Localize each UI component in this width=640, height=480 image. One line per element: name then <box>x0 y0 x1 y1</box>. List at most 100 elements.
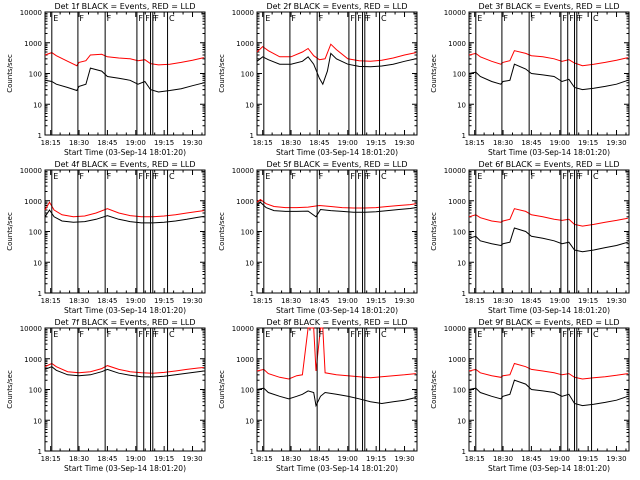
y-axis-label: Counts/sec <box>218 212 226 251</box>
x-tick-label: 18:15 <box>465 455 485 463</box>
y-axis-label: Counts/sec <box>430 54 438 93</box>
series-line <box>468 63 629 91</box>
x-tick-label: 19:15 <box>366 297 386 305</box>
series-line <box>468 208 628 227</box>
flag-label: F <box>154 172 159 181</box>
y-tick-label: 1000 <box>448 40 466 48</box>
flag-label: F <box>319 14 324 23</box>
x-tick-label: 19:00 <box>126 297 146 305</box>
flag-label: F <box>569 172 574 181</box>
chart-title: Det 1f BLACK = Events, RED = LLD <box>54 2 195 11</box>
plot-frame <box>44 11 206 136</box>
series-line <box>468 362 628 380</box>
y-tick-label: 10000 <box>20 9 42 17</box>
y-tick-label: 10 <box>245 417 254 425</box>
x-tick-label: 18:30 <box>69 297 89 305</box>
y-tick-label: 10000 <box>232 9 254 17</box>
x-tick-label: 19:00 <box>338 297 358 305</box>
plot-frame <box>468 11 630 136</box>
series-line <box>256 198 416 209</box>
x-tick-label: 19:15 <box>154 297 174 305</box>
x-tick-label: 19:15 <box>578 139 598 147</box>
flag-label: F <box>503 330 508 339</box>
flag-label: F <box>503 14 508 23</box>
x-axis-label: Start Time (03-Sep-14 18:01:20) <box>488 306 610 315</box>
x-tick-label: 18:30 <box>69 455 89 463</box>
flag-label: F <box>357 14 362 23</box>
plot-frame <box>44 169 206 294</box>
flag-label: F <box>152 14 157 23</box>
flag-label: F <box>138 14 143 23</box>
y-tick-label: 1 <box>38 132 42 140</box>
flag-label: F <box>576 172 581 181</box>
chart-title: Det 8f BLACK = Events, RED = LLD <box>266 318 407 327</box>
x-tick-label: 19:30 <box>182 297 202 305</box>
flag-label: F <box>107 330 112 339</box>
x-tick-label: 19:15 <box>154 455 174 463</box>
x-tick-label: 18:30 <box>493 139 513 147</box>
x-tick-label: 19:30 <box>182 139 202 147</box>
flag-label: C <box>381 14 387 23</box>
x-tick-label: 19:30 <box>394 455 414 463</box>
flag-label: F <box>138 172 143 181</box>
flag-label: F <box>364 330 369 339</box>
flag-label: F <box>578 14 583 23</box>
series-line <box>468 227 629 253</box>
y-tick-label: 1 <box>38 448 42 456</box>
x-tick-label: 18:30 <box>69 139 89 147</box>
x-tick-label: 19:30 <box>606 139 626 147</box>
y-axis-label: Counts/sec <box>218 370 226 409</box>
flag-label: F <box>578 330 583 339</box>
plot-frame <box>44 327 206 452</box>
flag-label: F <box>366 172 371 181</box>
flag-label: E <box>477 330 482 339</box>
y-axis-label: Counts/sec <box>6 212 14 251</box>
y-tick-label: 10 <box>457 417 466 425</box>
x-axis-label: Start Time (03-Sep-14 18:01:20) <box>64 148 186 157</box>
series-line <box>256 43 417 62</box>
flag-label: F <box>319 330 324 339</box>
x-tick-label: 19:00 <box>550 455 570 463</box>
flag-label: F <box>145 14 150 23</box>
x-tick-label: 19:30 <box>606 297 626 305</box>
plot-frame <box>256 327 418 452</box>
chart-panel: Det 9f BLACK = Events, RED = LLD 1 10 100 10… <box>430 318 630 473</box>
flag-label: F <box>562 330 567 339</box>
x-tick-label: 18:45 <box>97 455 117 463</box>
flag-label: E <box>265 330 270 339</box>
x-tick-label: 18:30 <box>493 455 513 463</box>
y-tick-label: 10 <box>457 259 466 267</box>
flag-label: E <box>53 330 58 339</box>
y-tick-label: 1 <box>250 290 254 298</box>
y-tick-label: 100 <box>453 71 466 79</box>
flag-label: F <box>152 172 157 181</box>
flag-label: F <box>152 330 157 339</box>
x-tick-label: 18:30 <box>281 139 301 147</box>
x-tick-label: 19:15 <box>154 139 174 147</box>
y-tick-label: 10 <box>33 101 42 109</box>
plot-frame <box>468 327 630 452</box>
y-tick-label: 1 <box>250 448 254 456</box>
flag-label: F <box>576 14 581 23</box>
flag-label: F <box>531 14 536 23</box>
y-tick-label: 100 <box>29 71 42 79</box>
flag-label: E <box>477 172 482 181</box>
flag-label: F <box>531 172 536 181</box>
flag-label: F <box>107 172 112 181</box>
chart-panel: Det 6f BLACK = Events, RED = LLD 1 10 100 10… <box>430 160 630 315</box>
flag-label: F <box>154 330 159 339</box>
series-line <box>468 50 629 67</box>
x-tick-label: 19:30 <box>394 139 414 147</box>
x-axis-label: Start Time (03-Sep-14 18:01:20) <box>64 464 186 473</box>
y-tick-label: 1 <box>462 290 466 298</box>
y-tick-label: 10000 <box>444 325 466 333</box>
y-tick-label: 10 <box>245 101 254 109</box>
flag-label: F <box>154 14 159 23</box>
series-line <box>44 67 205 93</box>
x-tick-label: 18:30 <box>281 455 301 463</box>
y-tick-label: 10 <box>457 101 466 109</box>
y-tick-label: 1 <box>462 448 466 456</box>
series-line <box>256 327 416 380</box>
flag-label: F <box>364 14 369 23</box>
